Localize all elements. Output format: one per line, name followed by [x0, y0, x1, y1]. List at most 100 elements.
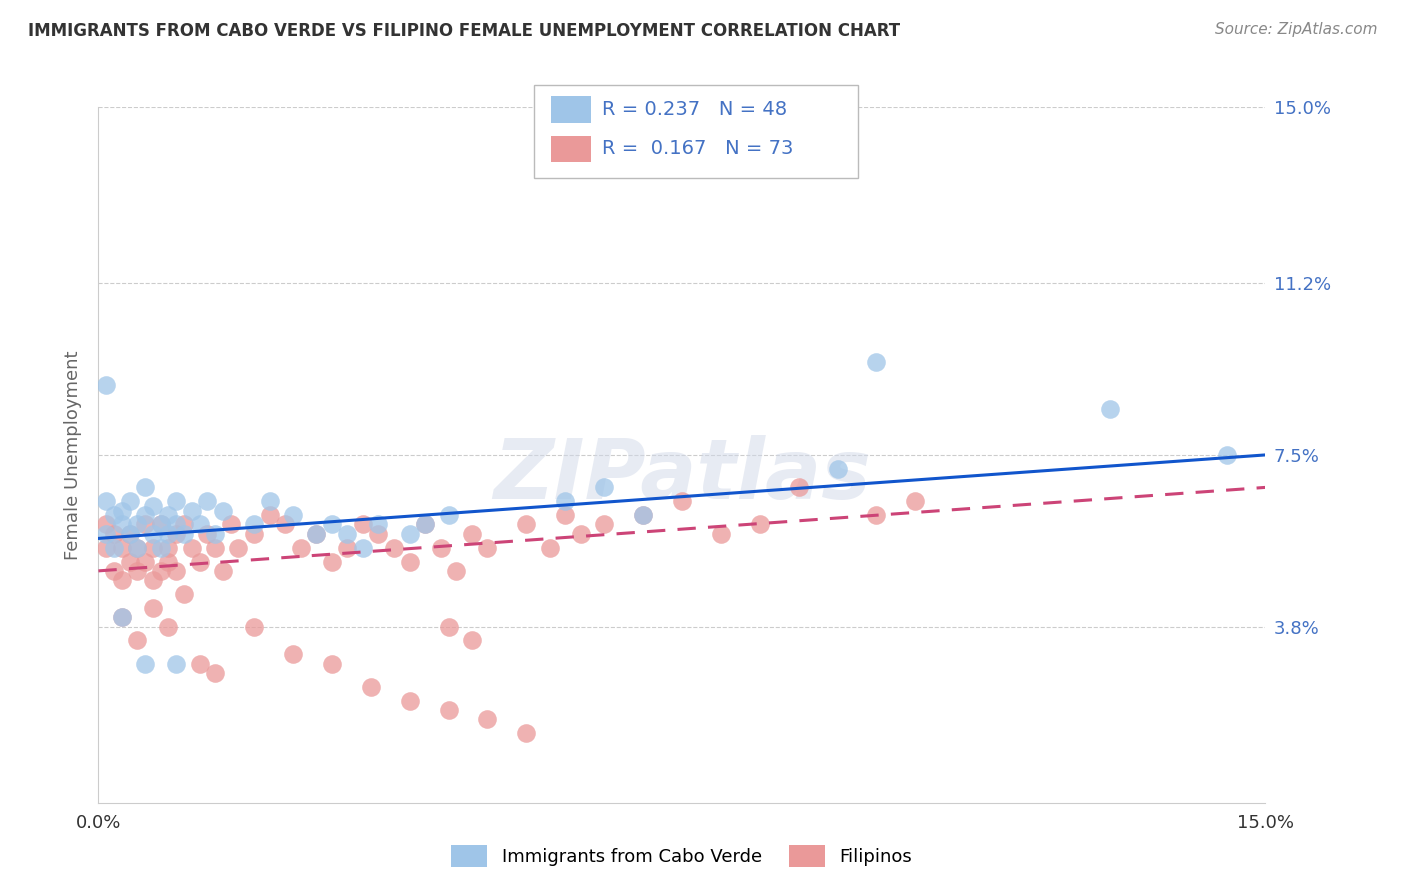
Point	[188, 517, 211, 532]
Point	[149, 517, 172, 532]
Point	[461, 633, 484, 648]
Point	[134, 555, 156, 569]
Point	[134, 480, 156, 494]
Point	[142, 526, 165, 541]
Point	[96, 526, 118, 541]
Point	[413, 517, 436, 532]
Point	[204, 541, 226, 555]
Point	[96, 541, 118, 555]
Point	[515, 517, 537, 532]
Text: ZIPatlas: ZIPatlas	[494, 435, 870, 516]
Point	[569, 526, 592, 541]
Point	[111, 517, 134, 532]
Point	[134, 517, 156, 532]
Point	[281, 648, 304, 662]
Point	[142, 601, 165, 615]
Text: R = 0.237   N = 48: R = 0.237 N = 48	[602, 100, 787, 120]
Point	[134, 657, 156, 671]
Point	[538, 541, 561, 555]
Point	[173, 526, 195, 541]
Point	[157, 619, 180, 633]
Point	[111, 610, 134, 624]
Point	[142, 573, 165, 587]
Point	[127, 541, 149, 555]
Point	[195, 494, 218, 508]
Point	[165, 657, 187, 671]
Point	[165, 494, 187, 508]
Point	[103, 508, 125, 523]
Point	[103, 564, 125, 578]
Point	[336, 541, 359, 555]
Point	[173, 517, 195, 532]
Point	[111, 573, 134, 587]
Point	[111, 610, 134, 624]
Point	[243, 619, 266, 633]
Point	[259, 508, 281, 523]
Point	[165, 517, 187, 532]
Point	[1215, 448, 1237, 462]
Point	[259, 494, 281, 508]
Point	[142, 499, 165, 513]
Point	[118, 494, 141, 508]
Point	[360, 680, 382, 694]
Point	[118, 526, 141, 541]
Point	[437, 703, 460, 717]
Point	[157, 508, 180, 523]
Point	[305, 526, 328, 541]
Point	[212, 564, 235, 578]
Point	[204, 665, 226, 680]
Point	[127, 633, 149, 648]
Point	[515, 726, 537, 740]
Point	[219, 517, 242, 532]
Point	[165, 526, 187, 541]
Point	[195, 526, 218, 541]
Point	[127, 541, 149, 555]
Point	[149, 517, 172, 532]
Point	[437, 508, 460, 523]
Point	[188, 555, 211, 569]
Point	[96, 378, 118, 392]
Point	[212, 503, 235, 517]
Point	[631, 508, 654, 523]
Point	[96, 517, 118, 532]
Point	[865, 508, 887, 523]
Point	[398, 694, 420, 708]
Point	[204, 526, 226, 541]
Point	[631, 508, 654, 523]
Point	[710, 526, 733, 541]
Point	[398, 526, 420, 541]
Legend: Immigrants from Cabo Verde, Filipinos: Immigrants from Cabo Verde, Filipinos	[444, 838, 920, 874]
Point	[461, 526, 484, 541]
Point	[157, 541, 180, 555]
Point	[593, 517, 616, 532]
Point	[671, 494, 693, 508]
Point	[367, 526, 389, 541]
Point	[367, 517, 389, 532]
Point	[865, 355, 887, 369]
Point	[382, 541, 405, 555]
Point	[134, 508, 156, 523]
Point	[321, 657, 343, 671]
Point	[827, 462, 849, 476]
Point	[274, 517, 297, 532]
Point	[336, 526, 359, 541]
Point	[96, 494, 118, 508]
Point	[1098, 401, 1121, 416]
Point	[149, 564, 172, 578]
Point	[477, 541, 499, 555]
Point	[149, 541, 172, 555]
Point	[142, 541, 165, 555]
Point	[173, 587, 195, 601]
Point	[446, 564, 468, 578]
Point	[127, 564, 149, 578]
Point	[413, 517, 436, 532]
Point	[111, 541, 134, 555]
Point	[437, 619, 460, 633]
Point	[165, 564, 187, 578]
Point	[111, 503, 134, 517]
Point	[748, 517, 770, 532]
Point	[118, 555, 141, 569]
Point	[188, 657, 211, 671]
Point	[429, 541, 451, 555]
Point	[180, 503, 202, 517]
